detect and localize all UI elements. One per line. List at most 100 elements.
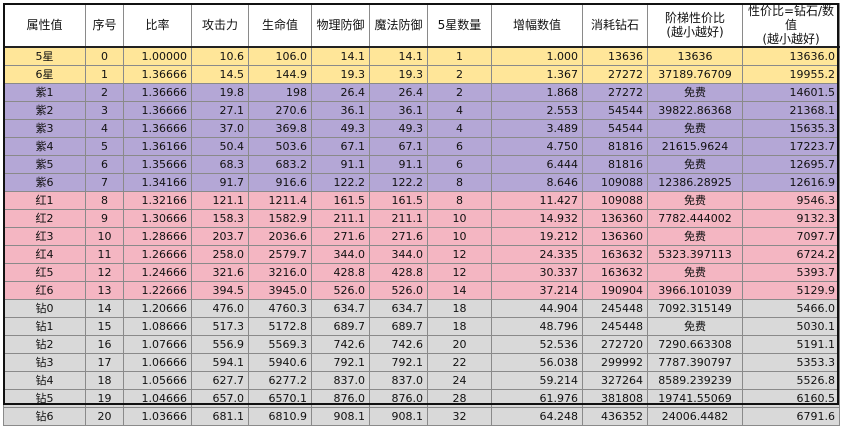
table-cell[interactable]: 1211.4	[248, 191, 312, 210]
table-cell[interactable]: 876.0	[369, 389, 428, 408]
table-cell[interactable]: 紫3	[3, 119, 86, 138]
table-cell[interactable]: 8	[85, 191, 124, 210]
table-cell[interactable]: 245448	[582, 317, 648, 336]
table-cell[interactable]: 258.0	[191, 245, 249, 264]
table-cell[interactable]: 5466.0	[742, 299, 840, 318]
table-cell[interactable]: 1.28666	[123, 227, 192, 246]
table-cell[interactable]: 908.1	[311, 407, 370, 426]
table-cell[interactable]: 5星	[3, 46, 86, 66]
table-cell[interactable]: 26.4	[311, 83, 370, 102]
table-cell[interactable]: 14.932	[491, 209, 583, 228]
table-cell[interactable]: 742.6	[369, 335, 428, 354]
table-cell[interactable]: 7	[85, 173, 124, 192]
table-cell[interactable]: 64.248	[491, 407, 583, 426]
table-cell[interactable]: 12	[427, 245, 492, 264]
table-cell[interactable]: 158.3	[191, 209, 249, 228]
table-cell[interactable]: 钻2	[3, 335, 86, 354]
table-cell[interactable]: 5526.8	[742, 371, 840, 390]
table-cell[interactable]: 1.35666	[123, 155, 192, 174]
table-cell[interactable]: 144.9	[248, 65, 312, 84]
table-cell[interactable]: 517.3	[191, 317, 249, 336]
table-cell[interactable]: 36.1	[369, 101, 428, 120]
table-cell[interactable]: 17223.7	[742, 137, 840, 156]
table-cell[interactable]: 18	[427, 317, 492, 336]
table-cell[interactable]: 1.06666	[123, 353, 192, 372]
table-cell[interactable]: 5	[85, 137, 124, 156]
table-cell[interactable]: 109088	[582, 173, 648, 192]
table-cell[interactable]: 紫5	[3, 155, 86, 174]
table-cell[interactable]: 30.337	[491, 263, 583, 282]
table-cell[interactable]: 198	[248, 83, 312, 102]
column-header[interactable]: 生命值	[248, 3, 312, 48]
table-cell[interactable]: 106.0	[248, 46, 312, 66]
table-cell[interactable]: 1	[427, 46, 492, 66]
table-cell[interactable]: 7787.390797	[647, 353, 743, 372]
table-cell[interactable]: 14.1	[369, 46, 428, 66]
table-cell[interactable]: 24	[427, 371, 492, 390]
table-cell[interactable]: 6724.2	[742, 245, 840, 264]
table-cell[interactable]: 红5	[3, 263, 86, 282]
table-cell[interactable]: 67.1	[311, 137, 370, 156]
table-cell[interactable]: 1.36666	[123, 101, 192, 120]
table-cell[interactable]: 837.0	[311, 371, 370, 390]
table-cell[interactable]: 19.3	[369, 65, 428, 84]
table-cell[interactable]: 免费	[647, 119, 743, 138]
table-cell[interactable]: 1.22666	[123, 281, 192, 300]
table-cell[interactable]: 428.8	[369, 263, 428, 282]
table-cell[interactable]: 1.32166	[123, 191, 192, 210]
table-cell[interactable]: 27272	[582, 83, 648, 102]
table-cell[interactable]: 18	[427, 299, 492, 318]
table-cell[interactable]: 钻3	[3, 353, 86, 372]
table-cell[interactable]: 12386.28925	[647, 173, 743, 192]
table-cell[interactable]: 9546.3	[742, 191, 840, 210]
table-cell[interactable]: 369.8	[248, 119, 312, 138]
table-cell[interactable]: 1.36166	[123, 137, 192, 156]
table-cell[interactable]: 526.0	[311, 281, 370, 300]
table-cell[interactable]: 10	[427, 209, 492, 228]
table-cell[interactable]: 6791.6	[742, 407, 840, 426]
table-cell[interactable]: 299992	[582, 353, 648, 372]
table-cell[interactable]: 8	[427, 173, 492, 192]
table-cell[interactable]: 1	[85, 65, 124, 84]
table-cell[interactable]: 3	[85, 101, 124, 120]
table-cell[interactable]: 190904	[582, 281, 648, 300]
table-cell[interactable]: 1.36666	[123, 119, 192, 138]
table-cell[interactable]: 22	[427, 353, 492, 372]
table-cell[interactable]: 红6	[3, 281, 86, 300]
table-cell[interactable]: 136360	[582, 227, 648, 246]
table-cell[interactable]: 68.3	[191, 155, 249, 174]
table-cell[interactable]: 2579.7	[248, 245, 312, 264]
column-header[interactable]: 魔法防御	[369, 3, 428, 48]
table-cell[interactable]: 1.04666	[123, 389, 192, 408]
table-cell[interactable]: 10.6	[191, 46, 249, 66]
table-cell[interactable]: 1582.9	[248, 209, 312, 228]
table-cell[interactable]: 1.20666	[123, 299, 192, 318]
table-cell[interactable]: 7092.315149	[647, 299, 743, 318]
table-cell[interactable]: 1.30666	[123, 209, 192, 228]
table-cell[interactable]: 1.05666	[123, 371, 192, 390]
table-cell[interactable]: 16	[85, 335, 124, 354]
table-cell[interactable]: 476.0	[191, 299, 249, 318]
table-cell[interactable]: 13636	[647, 46, 743, 66]
table-cell[interactable]: 紫2	[3, 101, 86, 120]
table-cell[interactable]: 1.34166	[123, 173, 192, 192]
table-cell[interactable]: 5940.6	[248, 353, 312, 372]
table-cell[interactable]: 8.646	[491, 173, 583, 192]
table-cell[interactable]: 6	[427, 137, 492, 156]
table-cell[interactable]: 32	[427, 407, 492, 426]
table-cell[interactable]: 19.8	[191, 83, 249, 102]
table-cell[interactable]: 211.1	[369, 209, 428, 228]
table-cell[interactable]: 50.4	[191, 137, 249, 156]
table-cell[interactable]: 163632	[582, 245, 648, 264]
table-cell[interactable]: 91.1	[311, 155, 370, 174]
table-cell[interactable]: 8	[427, 191, 492, 210]
table-cell[interactable]: 紫1	[3, 83, 86, 102]
table-cell[interactable]: 19741.55069	[647, 389, 743, 408]
table-cell[interactable]: 344.0	[369, 245, 428, 264]
table-cell[interactable]: 6810.9	[248, 407, 312, 426]
table-cell[interactable]: 0	[85, 46, 124, 66]
table-cell[interactable]: 27272	[582, 65, 648, 84]
table-cell[interactable]: 26.4	[369, 83, 428, 102]
table-cell[interactable]: 钻1	[3, 317, 86, 336]
table-cell[interactable]: 6277.2	[248, 371, 312, 390]
